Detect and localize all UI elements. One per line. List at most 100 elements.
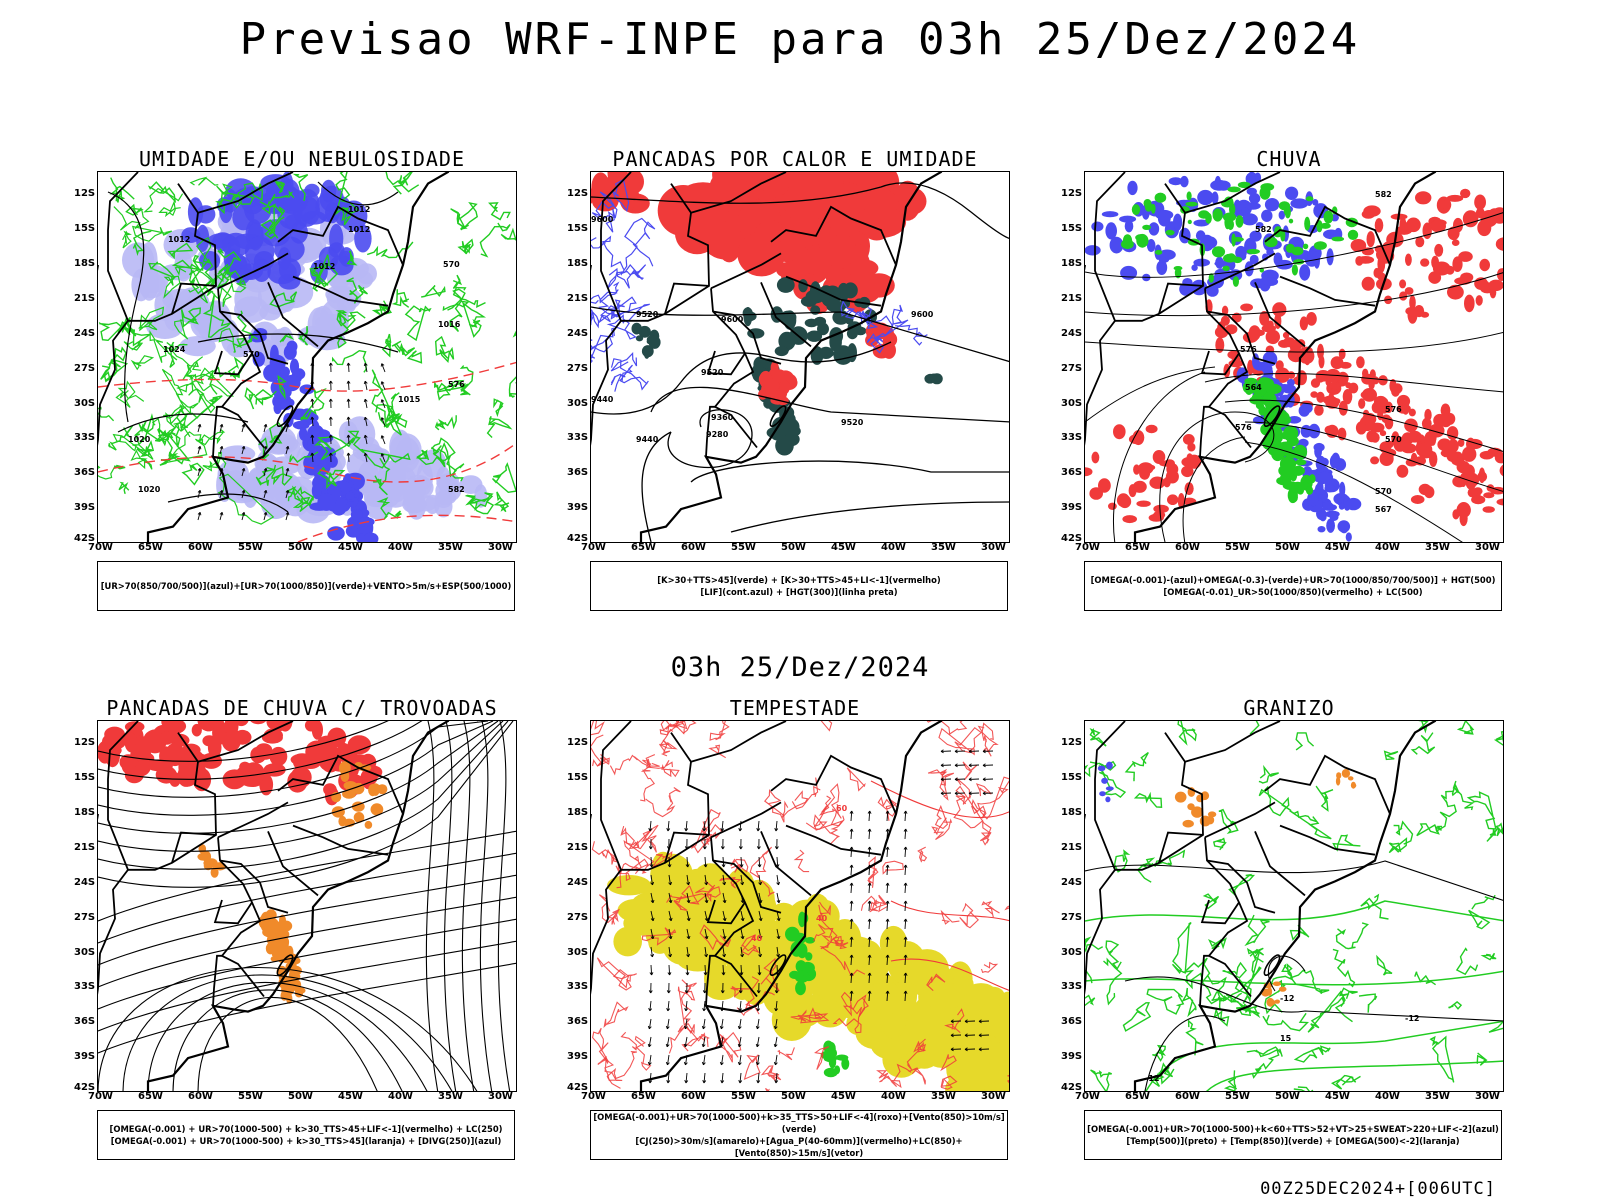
contour-label: 576 [448, 380, 465, 389]
contour-label: 582 [1375, 190, 1392, 199]
lat-tick-label: 39S [1061, 502, 1083, 514]
lat-tick-label: 30S [1061, 946, 1083, 958]
panel-title: UMIDADE E/OU NEBULOSIDADE [138, 147, 466, 171]
lat-tick-label: 27S [567, 362, 589, 374]
lon-tick-label: 50W [781, 1091, 806, 1102]
lat-tick-label: 30S [567, 397, 589, 409]
lat-tick-label: 18S [74, 258, 96, 269]
legend-line: [OMEGA(-0.001)+UR>70(1000-500)+k<60+TTS>… [1087, 1124, 1499, 1134]
lon-tick-label: 55W [1225, 1091, 1250, 1102]
panel-legend: [OMEGA(-0.001) + UR>70(1000-500) + k>30_… [97, 1110, 515, 1160]
lon-tick-label: 35W [931, 542, 956, 553]
lon-tick-label: 30W [1475, 542, 1500, 553]
map-plot: 40 40 60 [590, 720, 1010, 1092]
contour-label: 1015 [398, 395, 421, 404]
lat-tick-label: 27S [1061, 362, 1083, 374]
country-borders [591, 721, 943, 1091]
field-layer: 40 40 60 [591, 721, 1009, 1091]
lat-tick-label: 39S [74, 502, 96, 514]
lon-tick-label: 55W [1225, 542, 1250, 553]
lon-tick-label: 70W [88, 542, 113, 553]
legend-line: [K>30+TTS>45](verde) + [K>30+TTS>45+LI<-… [657, 575, 941, 585]
map-svg [98, 721, 516, 1091]
contour-label: 9440 [636, 435, 659, 444]
map-svg: 40 40 60 [591, 721, 1009, 1091]
contour-label: 40 [816, 914, 828, 923]
field-layer: 1012101210121012101610201020102457057057… [98, 172, 516, 542]
lat-tick-label: 21S [567, 841, 589, 853]
lat-tick-label: 12S [567, 188, 589, 200]
lat-tick-label: 33S [567, 981, 589, 993]
legend-line: [OMEGA(-0.001) + UR>70(1000-500) + k>30_… [109, 1124, 503, 1134]
field-layer: 582 582 576 576 570 564 576 570 567 [1085, 172, 1503, 542]
map-plot: -12 -12 -12 15 [1084, 720, 1504, 1092]
lat-tick-label: 18S [567, 258, 589, 269]
lat-tick-label: 12S [1061, 188, 1083, 200]
lon-tick-label: 35W [931, 1091, 956, 1102]
lat-tick-label: 33S [74, 432, 96, 444]
main-title: Previsao WRF-INPE para 03h 25/Dez/2024 [239, 14, 1361, 65]
legend-line: [OMEGA(-0.001)+UR>70(1000-500)+k>35_TTS>… [593, 1112, 1005, 1134]
lon-tick-label: 60W [681, 542, 706, 553]
lat-tick-label: 42S [567, 533, 589, 544]
map-svg: 1012101210121012101610201020102457057057… [98, 172, 516, 542]
lon-tick-label: 55W [731, 542, 756, 553]
lat-tick-label: 24S [74, 876, 96, 888]
lon-tick-label: 70W [1075, 542, 1100, 553]
lat-tick-label: 27S [74, 911, 96, 923]
lon-tick-label: 35W [438, 1091, 463, 1102]
legend-line: [OMEGA(-0.001)-(azul)+OMEGA(-0.3)-(verde… [1090, 575, 1496, 585]
lat-tick-label: 24S [567, 876, 589, 888]
contour-label: 1012 [313, 262, 335, 271]
run-footer: 00Z25DEC2024+[006UTC] [1260, 1179, 1496, 1199]
contour-label: 570 [1385, 435, 1402, 444]
lon-tick-label: 30W [488, 542, 513, 553]
panel-chuva: CHUVA 582 582 576 576 570 564 576 570 567 12S 15S 18… [1061, 147, 1504, 629]
lat-tick-label: 39S [74, 1051, 96, 1063]
lat-tick-label: 18S [74, 807, 96, 818]
lat-tick-label: 36S [1061, 1016, 1083, 1028]
lon-tick-label: 55W [238, 1091, 263, 1102]
contour-label: 564 [1245, 383, 1262, 392]
lon-tick-label: 65W [1125, 1091, 1150, 1102]
contour-label: 40 [751, 934, 763, 943]
contour-label: 576 [1235, 423, 1252, 432]
lon-tick-label: 40W [881, 542, 906, 553]
legend-line: [UR>70(850/700/500)](azul)+[UR>70(1000/8… [100, 581, 512, 591]
lat-tick-label: 33S [1061, 432, 1083, 444]
country-borders [591, 172, 943, 542]
panel-title: CHUVA [1256, 147, 1322, 171]
lon-tick-label: 65W [138, 542, 163, 553]
lon-tick-label: 65W [631, 542, 656, 553]
lat-tick-label: 36S [1061, 467, 1083, 479]
lon-tick-label: 70W [1075, 1091, 1100, 1102]
contour-label: 9520 [841, 418, 864, 427]
lon-tick-label: 50W [288, 1091, 313, 1102]
lat-tick-label: 15S [74, 223, 96, 235]
contour-label: 9280 [706, 430, 729, 439]
lon-tick-label: 55W [238, 542, 263, 553]
legend-line: [OMEGA(-0.01)_UR>50(1000/850)(vermelho) … [1163, 587, 1423, 597]
contour-label: 9520 [636, 310, 659, 319]
panel-umidade: UMIDADE E/OU NEBULOSIDADE 1012 1012 1012 101… [74, 147, 517, 629]
lon-tick-label: 65W [631, 1091, 656, 1102]
panel-legend: [OMEGA(-0.001)+UR>70(1000-500)+k<60+TTS>… [1084, 1110, 1502, 1160]
lat-tick-label: 21S [567, 292, 589, 304]
lat-tick-label: 24S [1061, 876, 1083, 888]
mid-time-label: 03h 25/Dez/2024 [670, 652, 930, 683]
contour-label: -12 [1280, 994, 1294, 1003]
lon-tick-label: 35W [1425, 542, 1450, 553]
contour-label: 582 [448, 485, 465, 494]
lon-tick-label: 50W [781, 542, 806, 553]
lat-tick-label: 33S [1061, 981, 1083, 993]
lat-tick-label: 42S [1061, 1082, 1083, 1093]
lon-tick-label: 40W [388, 1091, 413, 1102]
lon-tick-label: 70W [581, 1091, 606, 1102]
country-borders [98, 721, 450, 1091]
map-plot: 582 582 576 576 570 564 576 570 567 [1084, 171, 1504, 543]
lon-tick-label: 30W [1475, 1091, 1500, 1102]
country-borders [1085, 721, 1437, 1091]
lon-tick-label: 60W [1175, 542, 1200, 553]
